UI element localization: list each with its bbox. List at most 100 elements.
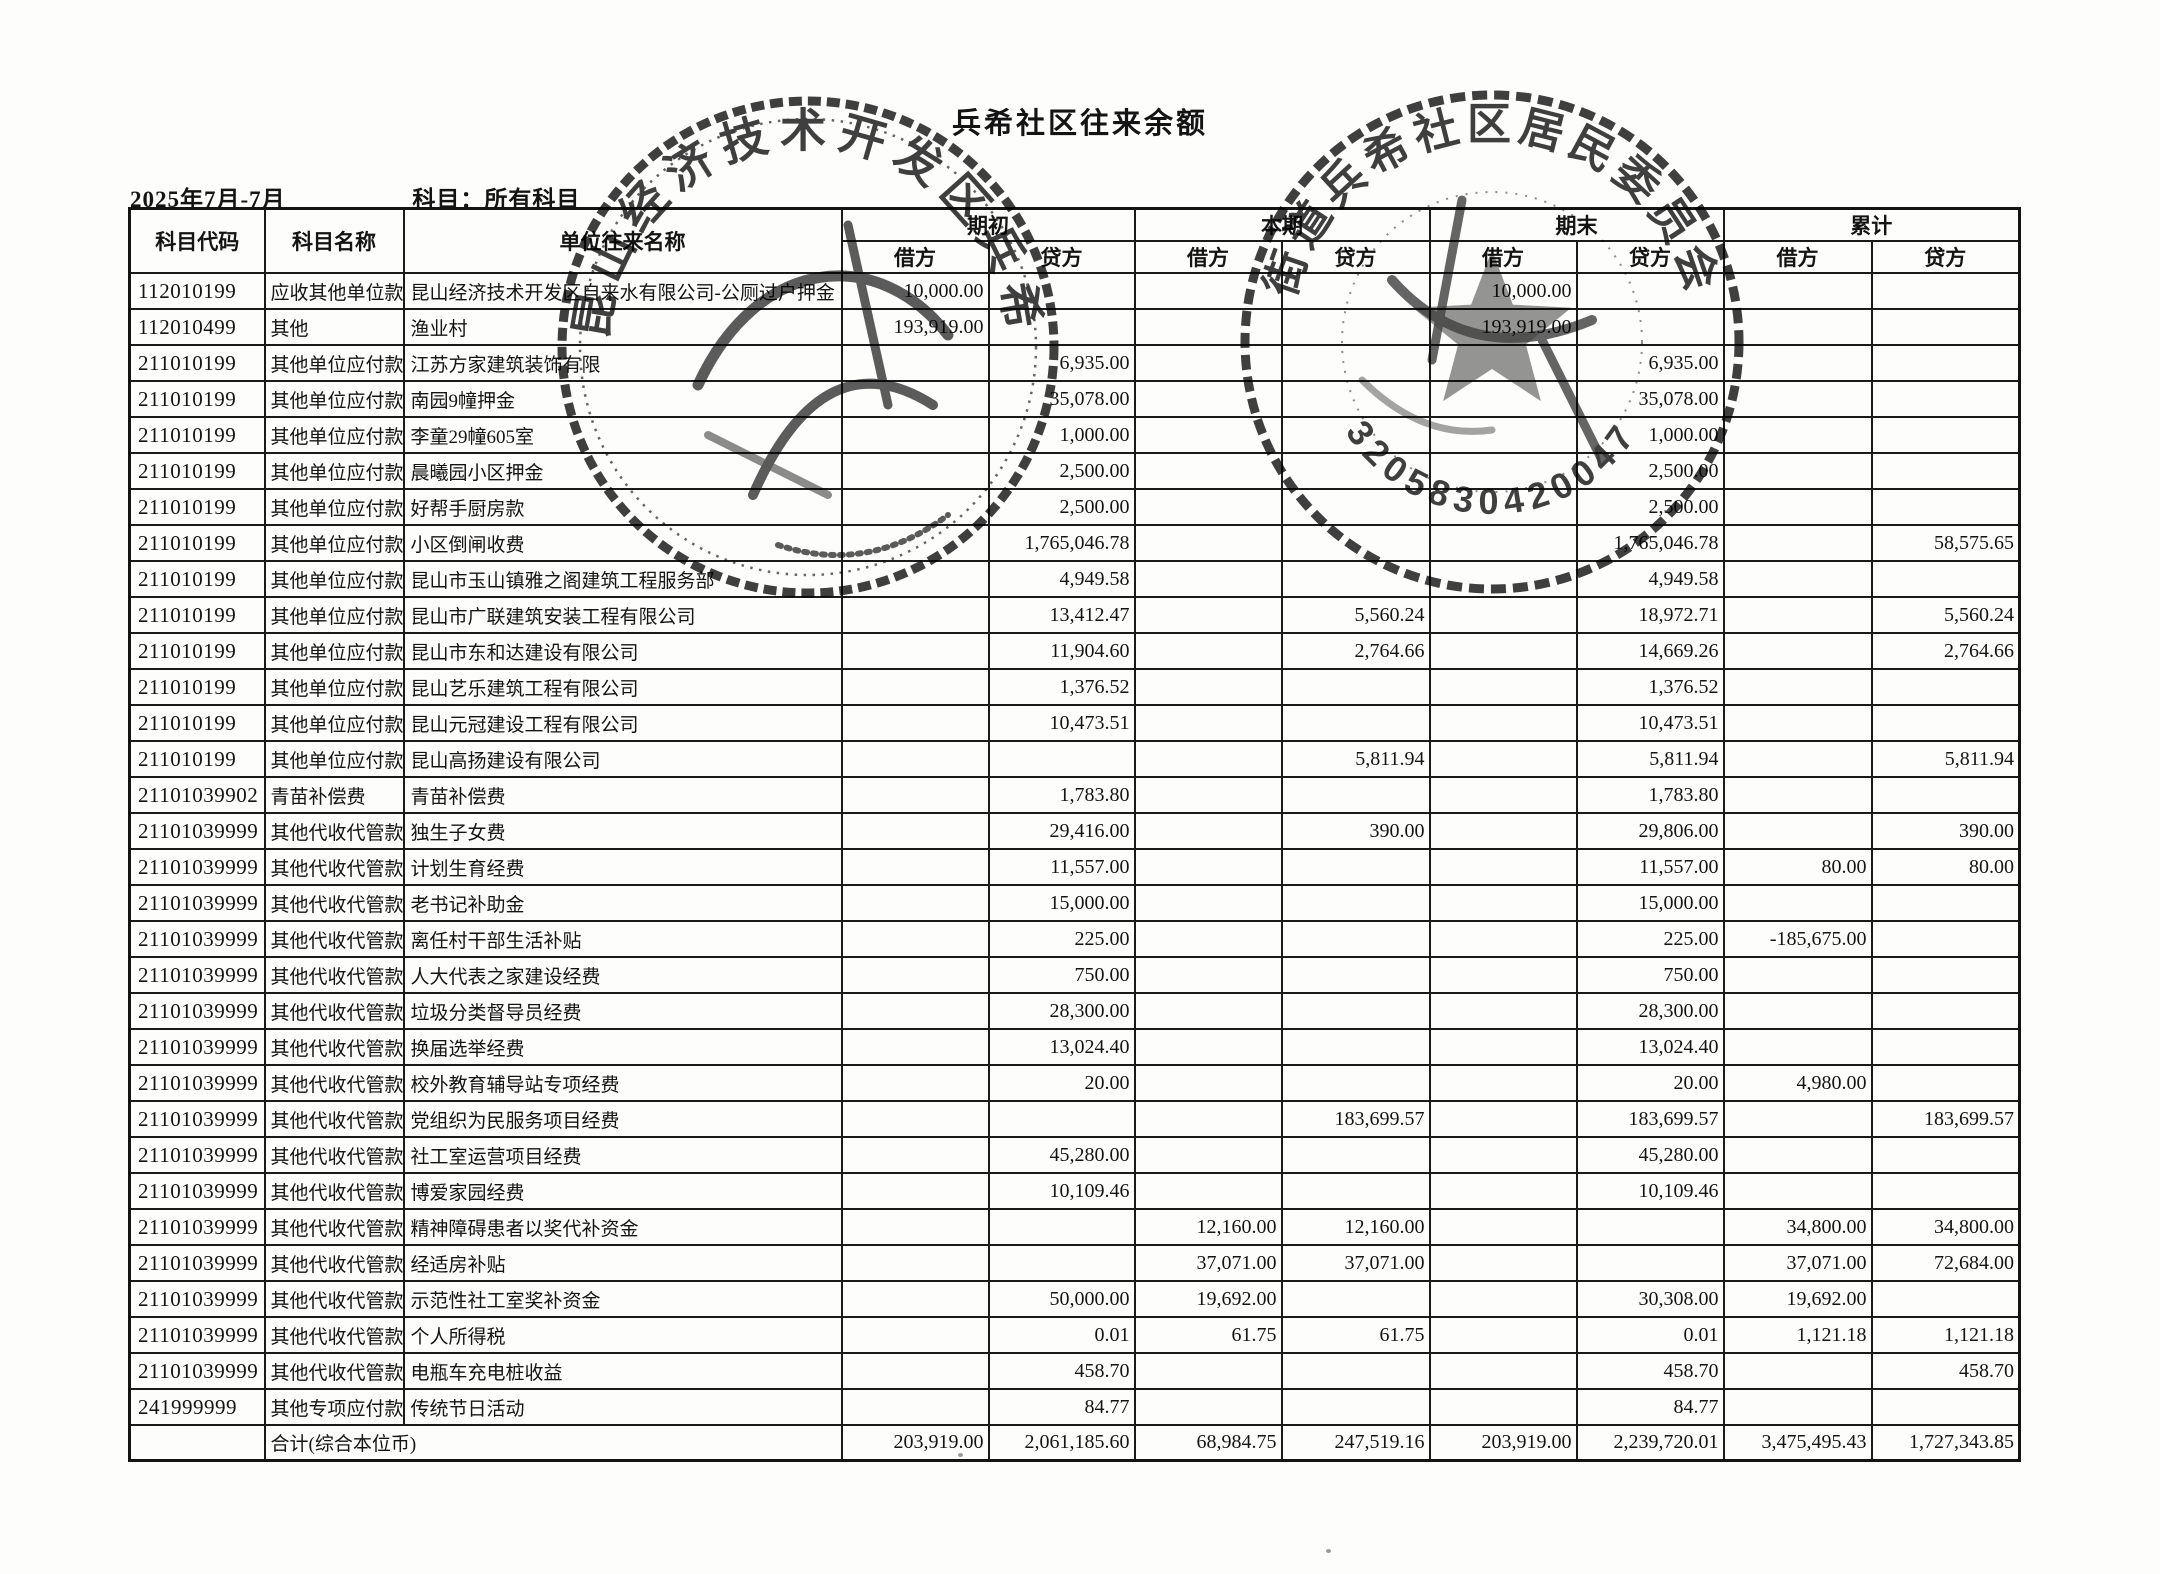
- cell-amount: 12,160.00: [1133, 1208, 1283, 1246]
- cell-account-name: 其他代收代管款项: [263, 1352, 405, 1390]
- cell-unit-name: 传统节日活动: [402, 1388, 843, 1426]
- cell-account-name: 应收其他单位款: [263, 272, 405, 310]
- right-seal-star-icon: [1412, 250, 1572, 402]
- cell-amount: [987, 740, 1136, 778]
- cell-unit-name: 昆山市东和达建设有限公司: [402, 632, 843, 670]
- cell-amount: [1428, 848, 1578, 886]
- cell-amount: [1722, 704, 1873, 742]
- cell-amount: 61.75: [1133, 1316, 1283, 1354]
- table-row: 211010199 其他单位应付款 昆山元冠建设工程有限公司 10,473.51 10,…: [128, 704, 2021, 742]
- left-seal-scribble: [692, 220, 954, 558]
- cell-amount: [1722, 776, 1873, 814]
- cell-amount: 28,300.00: [1575, 992, 1725, 1030]
- header-opening-credit: 贷方: [987, 240, 1136, 274]
- cell-amount: 13,412.47: [987, 596, 1136, 634]
- cell-amount: [1133, 308, 1283, 346]
- cell-total-amount: 1,727,343.85: [1870, 1424, 2021, 1462]
- cell-account-code: 21101039999: [128, 812, 266, 850]
- cell-amount: [1722, 884, 1873, 922]
- cell-account-name: 其他单位应付款: [263, 632, 405, 670]
- cell-account-code: 21101039999: [128, 1028, 266, 1066]
- cell-account-name: 其他代收代管款项: [263, 1064, 405, 1102]
- table-row: 21101039999其他代收代管款项精神障碍患者以奖代补资金 12,160.00…: [128, 1208, 2021, 1246]
- cell-amount: 183,699.57: [1870, 1100, 2021, 1138]
- table-row: 21101039999其他代收代管款项换届选举经费 13,024.40 13,024…: [128, 1028, 2021, 1066]
- cell-account-name: 其他代收代管款项: [263, 1280, 405, 1318]
- cell-amount: [1133, 488, 1283, 526]
- cell-amount: [1722, 1172, 1873, 1210]
- table-row: 21101039999其他代收代管款项电瓶车充电桩收益 458.70 458.70 4…: [128, 1352, 2021, 1390]
- cell-account-name: 其他单位应付款: [263, 524, 405, 562]
- cell-amount: [1428, 1280, 1578, 1318]
- cell-amount: 1,000.00: [987, 416, 1136, 454]
- cell-amount: [1428, 668, 1578, 706]
- cell-amount: [840, 776, 990, 814]
- header-name: 科目名称: [263, 207, 405, 274]
- cell-amount: [1428, 1208, 1578, 1246]
- cell-unit-name: 昆山市广联建筑安装工程有限公司: [402, 596, 843, 634]
- cell-amount: 30,308.00: [1575, 1280, 1725, 1318]
- cell-amount: [1428, 740, 1578, 778]
- cell-amount: [1870, 416, 2021, 454]
- header-code: 科目代码: [128, 207, 266, 274]
- cell-amount: 6,935.00: [1575, 344, 1725, 382]
- cell-amount: [840, 704, 990, 742]
- cell-total-amount: 203,919.00: [1428, 1424, 1578, 1462]
- cell-account-name: 其他代收代管款项: [263, 1172, 405, 1210]
- cell-amount: [1722, 1100, 1873, 1138]
- header-group-cumulative: 累计: [1722, 207, 2021, 242]
- table-row: 21101039999其他代收代管款项个人所得税0.0161.7561.750.…: [128, 1316, 2021, 1354]
- cell-amount: [1428, 1316, 1578, 1354]
- cell-amount: [840, 1244, 990, 1282]
- cell-amount: 37,071.00: [1722, 1244, 1873, 1282]
- cell-amount: [1722, 488, 1873, 526]
- header-cumulative-credit: 贷方: [1870, 240, 2021, 274]
- cell-account-code: [128, 1424, 266, 1462]
- table-row: 21101039999其他代收代管款项老书记补助金 15,000.00 15,000…: [128, 884, 2021, 922]
- cell-amount: 4,949.58: [987, 560, 1136, 598]
- cell-amount: [1870, 1280, 2021, 1318]
- cell-amount: [1428, 776, 1578, 814]
- cell-amount: 1,376.52: [1575, 668, 1725, 706]
- cell-amount: [1280, 416, 1431, 454]
- table-row: 21101039999其他代收代管款项计划生育经费 11,557.00 11,557…: [128, 848, 2021, 886]
- cell-amount: [1280, 848, 1431, 886]
- cell-amount: [1722, 1028, 1873, 1066]
- cell-amount: [840, 812, 990, 850]
- cell-amount: [1428, 416, 1578, 454]
- cell-amount: [1870, 704, 2021, 742]
- cell-unit-name: 社工室运营项目经费: [402, 1136, 843, 1174]
- cell-amount: 390.00: [1870, 812, 2021, 850]
- cell-amount: [1133, 1064, 1283, 1102]
- cell-amount: 5,560.24: [1280, 596, 1431, 634]
- cell-amount: [1280, 344, 1431, 382]
- cell-amount: [1280, 452, 1431, 490]
- table-row: 21101039999其他代收代管款项人大代表之家建设经费 750.00 750.0…: [128, 956, 2021, 994]
- cell-amount: [1575, 308, 1725, 346]
- cell-account-code: 211010199: [128, 344, 266, 382]
- cell-amount: [1280, 668, 1431, 706]
- cell-amount: 61.75: [1280, 1316, 1431, 1354]
- cell-unit-name: 党组织为民服务项目经费: [402, 1100, 843, 1138]
- cell-account-code: 211010199: [128, 668, 266, 706]
- cell-unit-name: 离任村干部生活补贴: [402, 920, 843, 958]
- cell-account-name: 其他单位应付款: [263, 452, 405, 490]
- cell-amount: [987, 272, 1136, 310]
- cell-amount: [840, 992, 990, 1030]
- cell-amount: [1722, 416, 1873, 454]
- cell-amount: 15,000.00: [1575, 884, 1725, 922]
- cell-account-code: 211010199: [128, 452, 266, 490]
- cell-account-name: 其他代收代管款项: [263, 956, 405, 994]
- cell-amount: 45,280.00: [1575, 1136, 1725, 1174]
- cell-amount: 225.00: [1575, 920, 1725, 958]
- cell-amount: [840, 596, 990, 634]
- cell-amount: 20.00: [987, 1064, 1136, 1102]
- cell-amount: 50,000.00: [987, 1280, 1136, 1318]
- cell-amount: [1428, 1388, 1578, 1426]
- cell-account-code: 211010199: [128, 380, 266, 418]
- cell-amount: 12,160.00: [1280, 1208, 1431, 1246]
- cell-total-amount: 2,239,720.01: [1575, 1424, 1725, 1462]
- svg-text:昆山经济技术开发区兵希: 昆山经济技术开发区兵希: [565, 105, 1052, 343]
- cell-amount: [1133, 1172, 1283, 1210]
- table-row: 211010199 其他单位应付款 昆山艺乐建筑工程有限公司 1,376.52 1,37…: [128, 668, 2021, 706]
